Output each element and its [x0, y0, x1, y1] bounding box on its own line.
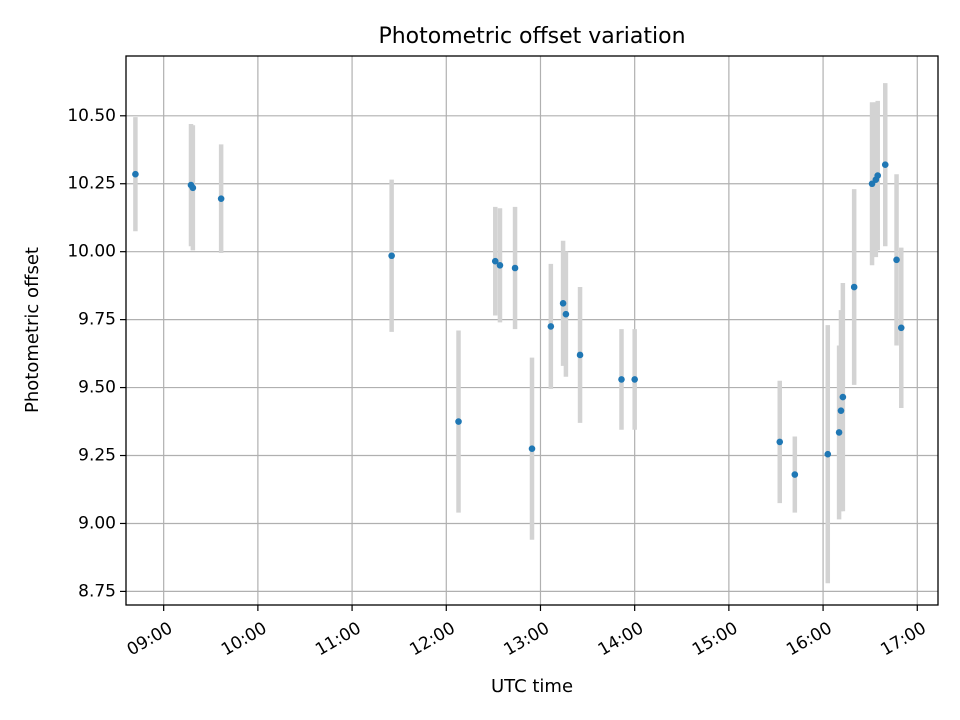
x-tick-label: 13:00	[501, 618, 553, 660]
y-tick-label: 9.50	[78, 378, 116, 398]
data-point	[881, 161, 889, 169]
data-point	[547, 323, 555, 330]
x-tick-label: 16:00	[783, 618, 835, 660]
data-point	[850, 283, 858, 291]
chart-title: Photometric offset variation	[378, 24, 685, 49]
x-tick-label: 14:00	[595, 618, 647, 660]
y-axis-label: Photometric offset	[22, 247, 43, 413]
data-point	[576, 351, 584, 359]
data-point	[217, 195, 225, 202]
data-point	[897, 324, 905, 332]
data-point	[388, 252, 395, 260]
data-point	[511, 264, 519, 272]
y-axis: 8.75 9.00 9.25 9.50 9.75 10.00 10.25 10.50	[67, 106, 126, 601]
point-layer	[132, 161, 905, 478]
y-tick-label: 10.00	[67, 242, 116, 262]
data-point	[455, 418, 462, 425]
data-point	[562, 310, 570, 318]
y-tick-label: 8.75	[78, 581, 116, 601]
data-point	[791, 471, 799, 478]
data-point	[528, 445, 536, 453]
y-tick-label: 9.75	[78, 310, 116, 330]
data-point	[824, 450, 832, 458]
data-point	[893, 256, 900, 264]
data-point	[189, 184, 197, 192]
x-tick-label: 17:00	[877, 618, 929, 660]
data-point	[837, 407, 845, 414]
data-point	[839, 393, 847, 401]
plot-frame	[125, 55, 939, 606]
data-point	[132, 170, 139, 178]
data-point	[559, 300, 567, 307]
y-tick-label: 10.25	[67, 174, 116, 194]
x-tick-label: 09:00	[124, 618, 176, 660]
data-point	[835, 429, 843, 436]
x-tick-label: 12:00	[406, 618, 458, 660]
data-point	[874, 172, 882, 179]
x-tick-label: 15:00	[689, 618, 741, 660]
data-point	[776, 438, 784, 446]
data-point	[618, 376, 625, 383]
errorbar-layer	[133, 83, 904, 584]
x-tick-label: 11:00	[312, 618, 364, 660]
y-tick-label: 9.25	[78, 446, 116, 466]
x-axis: 09:00 10:00 11:00 12:00 13:00 14:00 15:00 16:00…	[124, 605, 930, 660]
data-point	[631, 376, 638, 383]
data-point	[496, 261, 504, 269]
y-tick-label: 9.00	[78, 513, 116, 533]
x-tick-label: 10:00	[218, 618, 270, 660]
x-axis-label: UTC time	[491, 676, 573, 697]
y-tick-label: 10.50	[67, 106, 116, 126]
data-point	[491, 257, 499, 265]
